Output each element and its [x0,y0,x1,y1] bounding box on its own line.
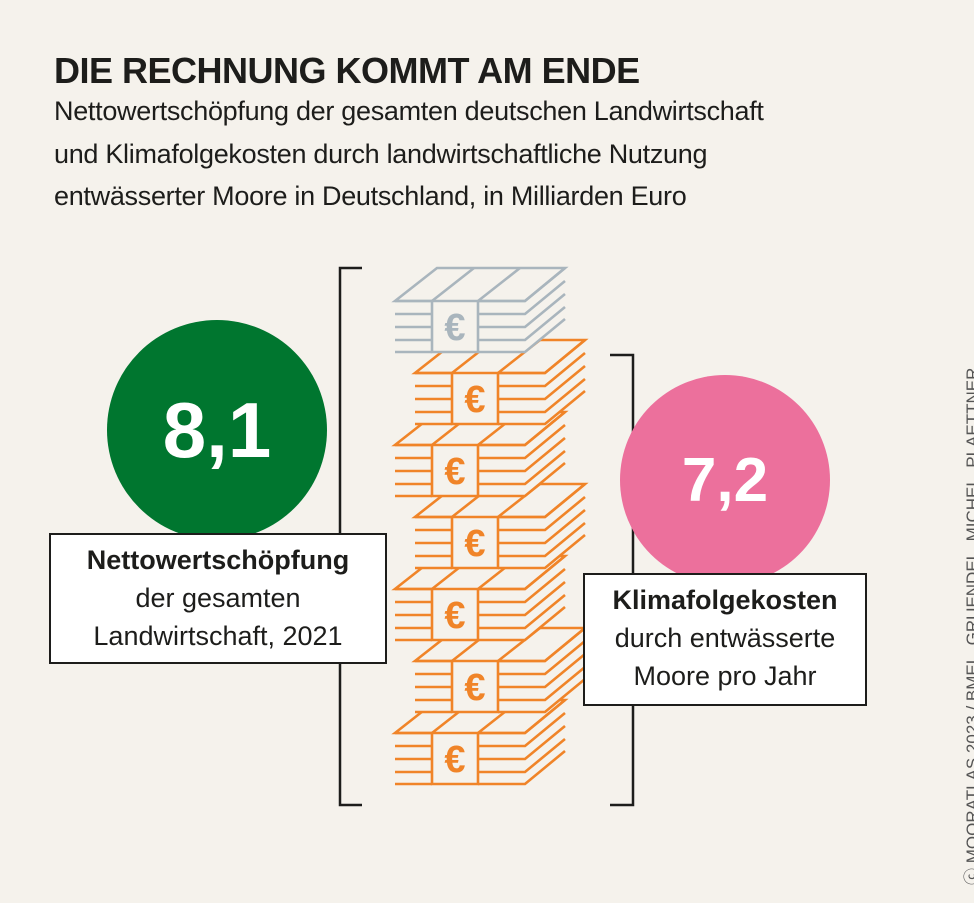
euro-icon: € [464,379,485,421]
label-right-line: durch entwässerte [614,623,836,653]
label-left-title: Nettowertschöpfung [86,545,350,575]
value-circle-right: 7,2 [620,375,830,585]
euro-icon: € [464,523,485,565]
label-box-right: Klimafolgekosten durch entwässerte Moore… [583,573,867,706]
source-credit: ⓒ MOORATLAS 2023 / BMEL, GRUENDEL, MICHE… [963,367,974,885]
value-left: 8,1 [162,385,272,474]
money-stack-gray: € [391,266,569,354]
subtitle-line: und Klimafolgekosten durch landwirtschaf… [54,139,708,169]
subtitle-line: Nettowertschöpfung der gesamten deutsche… [54,96,764,126]
money-stack-orange: € [411,338,589,426]
euro-icon: € [444,595,465,637]
money-stack-orange: € [411,482,589,570]
label-right-line: Moore pro Jahr [633,661,817,691]
subtitle-line: entwässerter Moore in Deutschland, in Mi… [54,181,687,211]
label-left-line: der gesamten [135,583,301,613]
title: DIE RECHNUNG KOMMT AM ENDE [54,50,640,91]
value-right: 7,2 [681,445,769,515]
label-box-left: Nettowertschöpfung der gesamten Landwirt… [49,533,387,664]
euro-icon: € [444,739,465,781]
euro-icon: € [464,667,485,709]
money-stack-orange: € [391,698,569,786]
euro-icon: € [444,307,465,349]
label-left-line: Landwirtschaft, 2021 [93,621,343,651]
label-right-title: Klimafolgekosten [612,585,838,615]
euro-icon: € [444,451,465,493]
value-circle-left: 8,1 [107,320,327,540]
money-stack-orange: € [391,410,569,498]
